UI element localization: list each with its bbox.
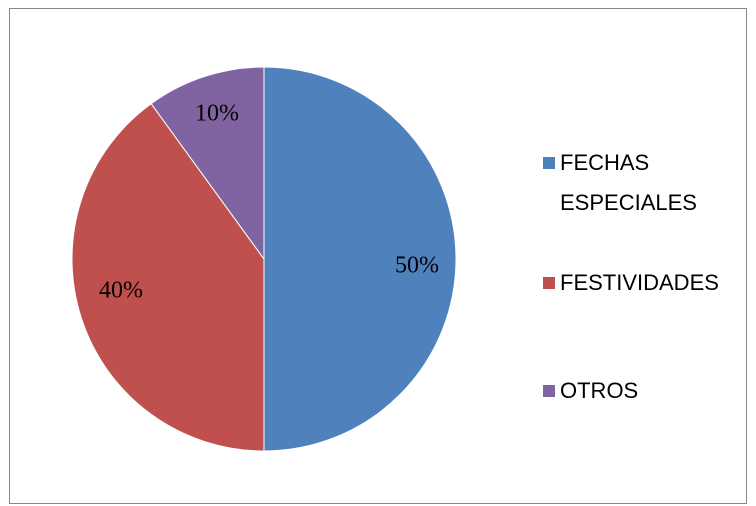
legend-label: FESTIVIDADES	[560, 270, 719, 295]
pie-slice	[263, 66, 457, 452]
legend-swatch	[543, 157, 555, 169]
pie-slice	[150, 66, 265, 261]
pie-slice	[71, 102, 265, 452]
data-label: 10%	[195, 101, 239, 127]
legend-swatch	[543, 277, 555, 289]
legend-label: FECHAS ESPECIALES	[560, 150, 697, 215]
data-label: 50%	[395, 253, 439, 279]
chart-border	[9, 8, 747, 504]
data-label: 40%	[99, 278, 143, 304]
legend-swatch	[543, 385, 555, 397]
legend-label: OTROS	[560, 378, 639, 403]
